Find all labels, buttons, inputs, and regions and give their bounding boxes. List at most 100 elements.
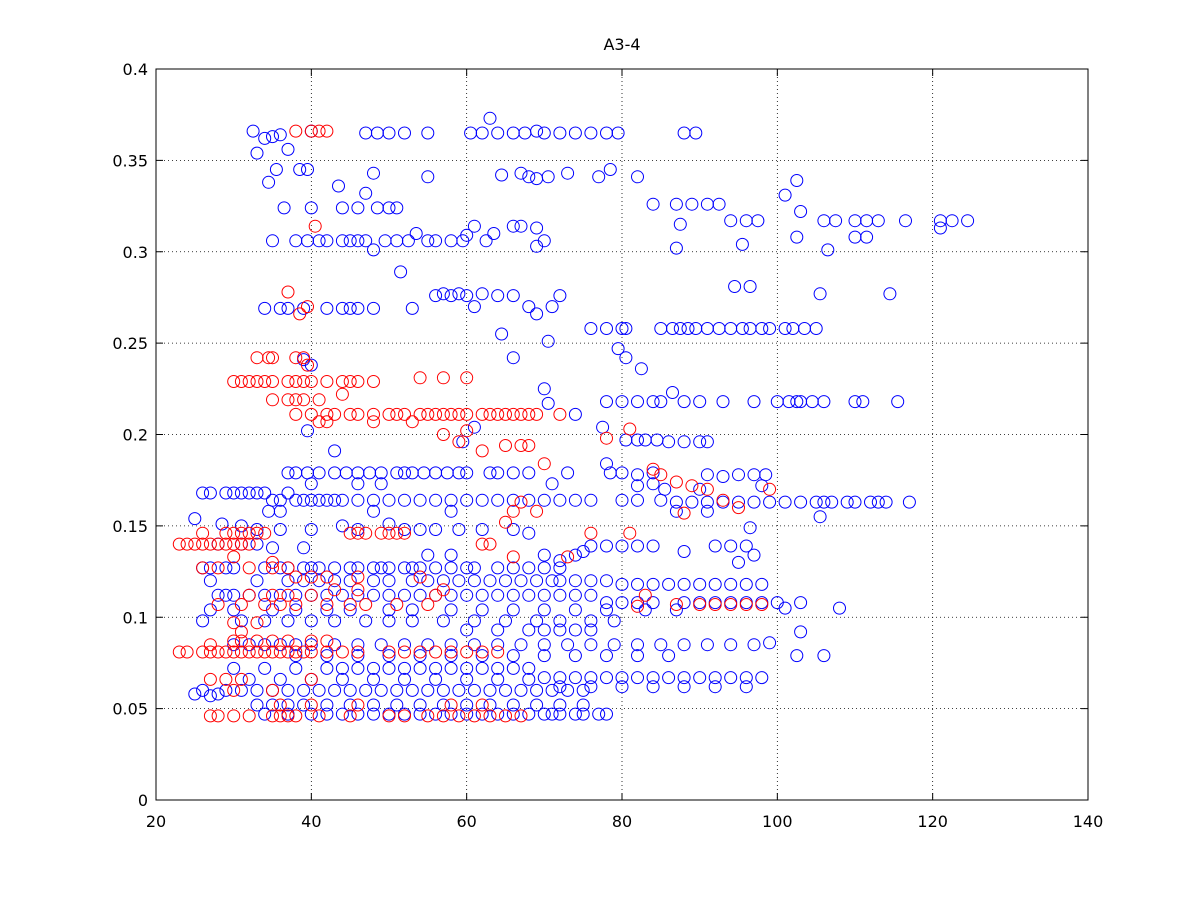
data-point xyxy=(763,636,777,650)
data-point xyxy=(374,526,388,540)
data-point xyxy=(405,561,419,575)
data-point xyxy=(568,588,582,602)
data-point xyxy=(623,526,637,540)
data-point xyxy=(561,166,575,180)
x-tick-label: 60 xyxy=(456,812,476,831)
data-point xyxy=(530,683,544,697)
y-tick-label: 0.35 xyxy=(112,151,148,170)
data-point xyxy=(506,561,520,575)
data-point xyxy=(289,649,303,663)
data-point xyxy=(343,698,357,712)
data-point xyxy=(778,188,792,202)
data-point xyxy=(522,588,536,602)
data-point xyxy=(297,393,311,407)
data-point xyxy=(262,175,276,189)
data-point xyxy=(499,709,512,723)
data-point xyxy=(483,698,497,712)
data-point xyxy=(281,393,295,407)
data-point xyxy=(817,395,831,409)
data-points xyxy=(172,111,975,723)
data-point xyxy=(367,493,380,507)
data-point xyxy=(328,638,342,652)
data-point xyxy=(475,645,489,659)
data-point xyxy=(227,645,241,659)
data-point xyxy=(553,126,567,140)
data-point xyxy=(405,415,419,429)
data-point xyxy=(576,707,590,721)
data-point xyxy=(708,577,722,591)
data-point xyxy=(304,614,318,628)
data-point xyxy=(506,504,520,518)
data-point xyxy=(506,351,520,365)
data-point xyxy=(716,395,730,409)
data-point xyxy=(374,561,388,575)
data-point xyxy=(266,683,279,697)
data-point xyxy=(553,707,567,721)
data-point xyxy=(367,574,380,588)
data-point xyxy=(421,709,435,723)
data-point xyxy=(273,504,287,518)
data-point xyxy=(592,707,606,721)
data-point xyxy=(755,322,769,335)
data-point xyxy=(615,493,629,507)
data-point xyxy=(258,526,272,540)
data-point xyxy=(452,574,466,588)
data-point xyxy=(638,588,652,602)
data-point xyxy=(269,163,283,176)
data-point xyxy=(537,457,551,471)
data-point xyxy=(258,486,272,500)
data-point xyxy=(615,466,629,480)
data-point xyxy=(382,517,396,531)
data-point xyxy=(568,493,582,507)
data-point xyxy=(537,561,551,575)
data-point xyxy=(382,493,396,507)
data-point xyxy=(398,526,411,540)
data-point xyxy=(421,638,435,652)
data-point xyxy=(312,234,326,248)
data-point xyxy=(320,493,334,507)
data-point xyxy=(514,683,528,697)
data-point xyxy=(584,623,598,637)
data-point xyxy=(234,683,248,697)
data-point xyxy=(615,577,629,591)
data-point xyxy=(600,539,613,553)
data-point xyxy=(444,649,458,663)
data-point xyxy=(735,322,749,335)
data-point xyxy=(467,683,481,697)
data-point xyxy=(304,698,318,712)
data-point xyxy=(413,661,427,675)
data-point xyxy=(778,601,792,615)
data-point xyxy=(258,301,272,315)
data-point xyxy=(619,322,633,335)
data-point xyxy=(266,351,279,365)
x-tick-label: 140 xyxy=(1073,812,1104,831)
data-point xyxy=(755,577,769,591)
data-point xyxy=(506,493,520,507)
data-point xyxy=(584,588,598,602)
data-point xyxy=(429,523,443,536)
data-point xyxy=(693,598,707,611)
data-point xyxy=(700,468,714,482)
data-point xyxy=(196,561,210,575)
data-point xyxy=(258,131,272,145)
data-point xyxy=(367,561,380,575)
data-point xyxy=(297,645,311,659)
data-point xyxy=(631,170,644,184)
data-point xyxy=(619,351,633,365)
data-point xyxy=(273,672,287,686)
data-point xyxy=(301,424,314,438)
data-point xyxy=(335,672,349,686)
data-point xyxy=(495,168,509,182)
data-point xyxy=(662,671,676,685)
data-point xyxy=(429,661,443,675)
data-point xyxy=(304,493,318,507)
data-point xyxy=(215,517,229,531)
data-point xyxy=(600,457,613,471)
data-point xyxy=(320,375,334,388)
data-point xyxy=(203,574,217,588)
data-point xyxy=(351,234,365,248)
data-point xyxy=(530,307,544,321)
data-point xyxy=(227,375,241,388)
data-point xyxy=(689,126,703,140)
data-point xyxy=(491,638,505,652)
